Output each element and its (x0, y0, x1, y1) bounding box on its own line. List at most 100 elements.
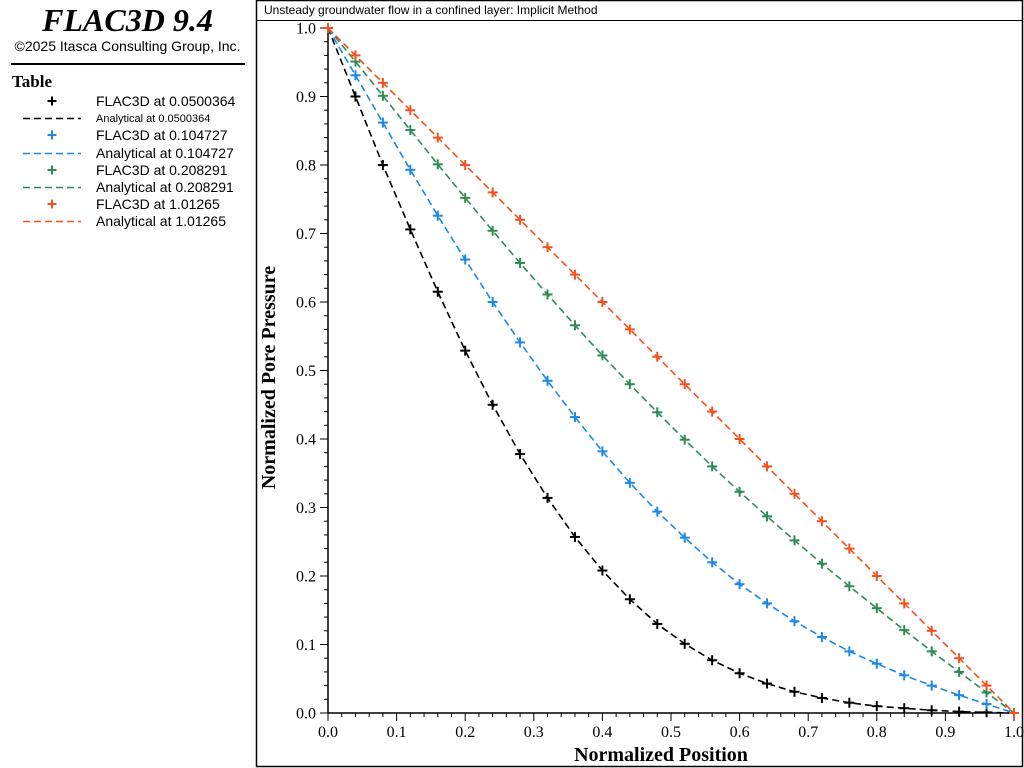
series-line (327, 27, 1015, 714)
data-point (350, 50, 361, 61)
legend-item: FLAC3D at 1.01265 (0, 196, 255, 213)
legend-item: FLAC3D at 0.0500364 (0, 93, 255, 110)
copyright-text: ©2025 Itasca Consulting Group, Inc. (14, 38, 241, 54)
series-points (323, 23, 1019, 718)
y-tick-label: 0.9 (296, 89, 316, 106)
x-tick-label: 0.6 (730, 724, 750, 741)
app-title: FLAC3D 9.4 (42, 2, 213, 38)
legend-marker-icon (47, 96, 57, 106)
legend-item: Analytical at 0.0500364 (0, 110, 255, 127)
y-tick-label: 0.2 (296, 569, 316, 586)
x-tick-label: 0.8 (867, 724, 887, 741)
data-point (624, 477, 635, 488)
data-point (954, 653, 965, 664)
legend-dash-icon (23, 186, 81, 189)
plot-frame (255, 0, 1024, 768)
data-point (816, 692, 827, 703)
data-point (405, 224, 416, 235)
x-tick-label: 0.0 (318, 724, 338, 741)
data-point (432, 132, 443, 143)
data-point (652, 407, 663, 418)
data-point (844, 646, 855, 657)
legend-label: FLAC3D at 0.104727 (96, 127, 228, 144)
data-point (323, 23, 333, 33)
data-point (624, 594, 635, 605)
data-point (377, 77, 388, 88)
legend-dash-icon (23, 152, 81, 154)
data-point (954, 706, 965, 717)
data-point (899, 598, 910, 609)
data-point (377, 90, 388, 101)
series-line (327, 27, 1015, 714)
data-point (762, 598, 773, 609)
data-point (816, 631, 827, 642)
data-point (1009, 708, 1019, 718)
data-point (679, 532, 690, 543)
legend-marker-icon (47, 199, 57, 209)
data-point (515, 257, 526, 268)
data-point (734, 486, 745, 497)
data-point (899, 625, 910, 636)
data-point (679, 434, 690, 445)
data-point (542, 492, 553, 503)
data-point (515, 449, 526, 460)
data-point (954, 690, 965, 701)
data-point (707, 406, 718, 417)
data-point (981, 680, 992, 691)
data-point (377, 160, 388, 170)
data-point (707, 655, 718, 666)
data-point (789, 488, 800, 499)
x-tick-label: 0.1 (387, 724, 407, 741)
data-point (542, 289, 553, 300)
data-point (844, 581, 855, 592)
y-tick-label: 0.3 (296, 500, 316, 517)
legend-label: FLAC3D at 1.01265 (96, 196, 220, 213)
data-point (569, 320, 580, 331)
data-point (871, 571, 882, 581)
data-point (871, 701, 882, 712)
data-point (515, 214, 526, 225)
data-point (569, 531, 580, 542)
data-point (762, 511, 773, 522)
legend-item: FLAC3D at 0.208291 (0, 162, 255, 179)
data-point (762, 678, 773, 689)
data-point (844, 543, 855, 554)
legend-label: FLAC3D at 0.208291 (96, 161, 228, 178)
data-point (707, 557, 718, 568)
data-point (652, 351, 663, 362)
data-point (926, 680, 937, 691)
x-tick-label: 0.3 (524, 724, 544, 741)
legend-title: Table (12, 72, 53, 91)
legend-item: FLAC3D at 0.104727 (0, 127, 255, 144)
series-lines (327, 27, 1015, 714)
data-point (652, 506, 663, 517)
data-point (762, 461, 773, 472)
data-point (789, 535, 800, 546)
data-point (624, 379, 635, 390)
data-point (405, 164, 416, 175)
plot-title: Unsteady groundwater flow in a confined … (264, 3, 598, 17)
x-axis-label: Normalized Position (574, 744, 748, 766)
data-point (377, 117, 388, 128)
data-point (789, 686, 800, 697)
data-point (515, 337, 526, 348)
x-tick-label: 0.5 (661, 724, 681, 741)
data-point (871, 603, 882, 614)
data-point (871, 658, 882, 669)
data-point (734, 434, 745, 444)
data-point (569, 269, 580, 280)
y-tick-label: 0.1 (296, 637, 316, 654)
data-point (816, 558, 827, 569)
data-point (569, 412, 580, 423)
x-tick-label: 0.2 (455, 724, 475, 741)
data-point (542, 242, 553, 253)
data-point (597, 297, 608, 307)
legend-dash-icon (23, 221, 81, 223)
x-tick-label: 0.9 (935, 724, 955, 741)
data-point (432, 210, 443, 221)
data-point (624, 324, 635, 335)
series-line (327, 27, 1015, 714)
data-point (652, 618, 663, 629)
data-point (679, 638, 690, 649)
